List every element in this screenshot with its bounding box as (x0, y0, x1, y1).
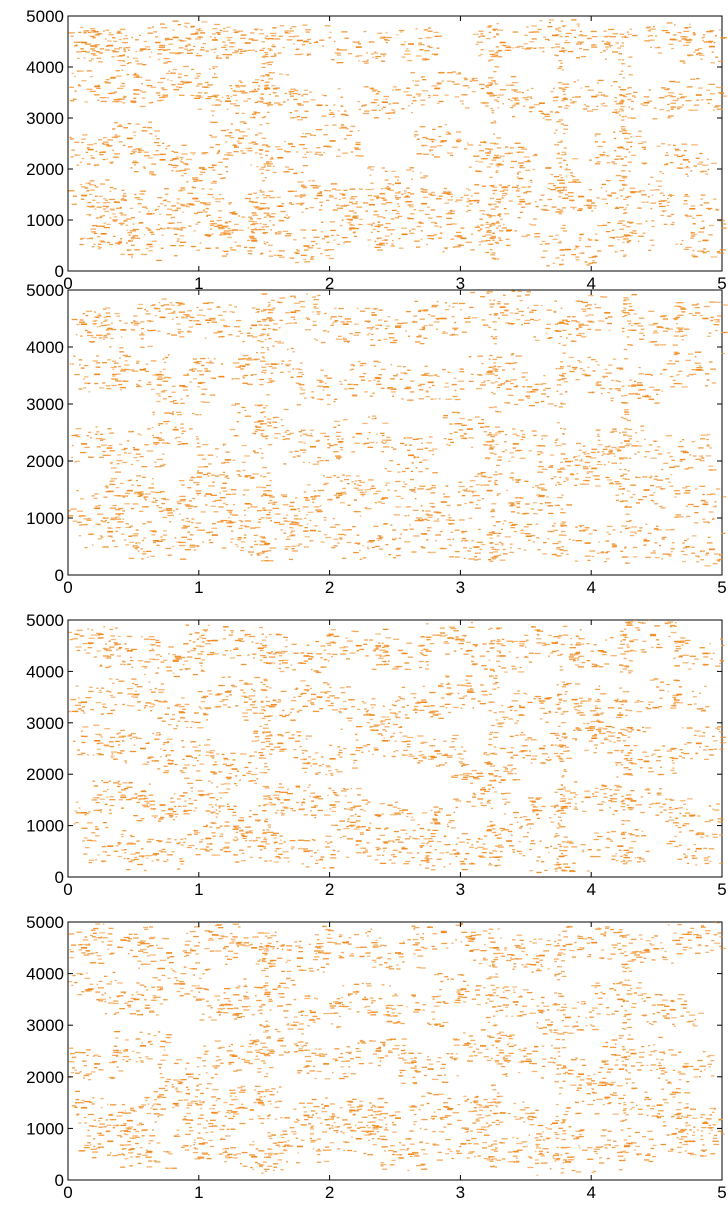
x-tick-label: 4 (586, 274, 595, 293)
y-tick-label: 4000 (26, 58, 64, 77)
texture-dashes (68, 19, 727, 267)
x-tick-label: 2 (325, 274, 334, 293)
y-tick-label: 5000 (26, 7, 64, 26)
y-tick-label: 3000 (26, 109, 64, 128)
plot-area (67, 15, 723, 272)
chart-panel-1: 0 1 2 3 4 5 0 1000 2000 3000 4000 5000 (26, 7, 727, 293)
stripe-bands (259, 22, 633, 261)
y-tick-label: 0 (55, 262, 64, 281)
texture-dashes (68, 290, 728, 567)
x-tick-label: 3 (456, 274, 465, 293)
x-tick-label: 0 (63, 274, 72, 293)
y-tick-label: 2000 (26, 160, 64, 179)
y-tick-label: 1000 (26, 211, 64, 230)
data-points (81, 34, 715, 251)
x-tick-label: 1 (194, 274, 203, 293)
x-tick-label: 5 (717, 274, 726, 293)
